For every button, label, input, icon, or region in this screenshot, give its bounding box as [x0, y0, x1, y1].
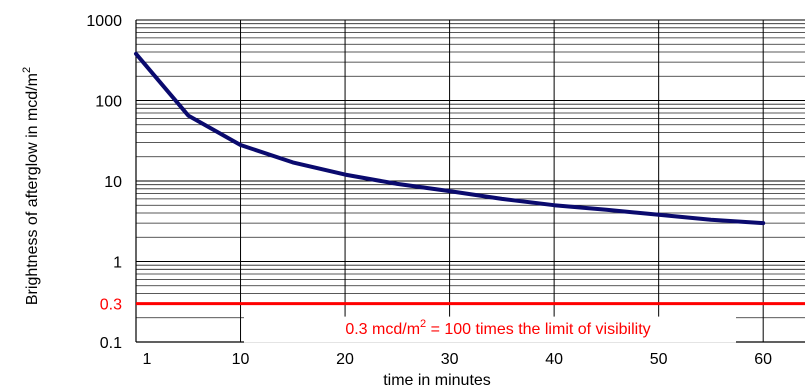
series-group — [134, 51, 766, 226]
x-tick-label: 60 — [754, 351, 772, 368]
annotation-background — [244, 316, 736, 343]
reference-line-label: 0.3 — [100, 297, 122, 314]
x-tick-label: 30 — [441, 351, 459, 368]
x-tick-label: 50 — [650, 351, 668, 368]
reference-annotation-superscript: 2 — [420, 318, 426, 330]
reference-annotation-text: 0.3 mcd/m — [345, 321, 420, 338]
y-tick-labels: 0.1 1 10 100 1000 — [86, 13, 122, 352]
y-tick-label: 100 — [95, 94, 122, 111]
x-tick-label: 10 — [232, 351, 250, 368]
series-line — [134, 51, 766, 226]
y-tick-label: 1000 — [86, 13, 122, 30]
x-tick-labels: 1 10 20 30 40 50 60 — [143, 351, 773, 368]
grid — [136, 19, 805, 343]
x-axis-title: time in minutes — [383, 372, 491, 389]
y-tick-label: 10 — [104, 174, 122, 191]
y-axis-title: Brightness of afterglow in mcd/m2 — [21, 67, 41, 305]
x-tick-label: 1 — [143, 351, 152, 368]
reference-line-group: 0.3 — [100, 297, 805, 343]
y-tick-label: 0.1 — [100, 335, 122, 352]
y-axis-title-superscript: 2 — [21, 67, 33, 73]
y-tick-label: 1 — [113, 255, 122, 272]
y-axis-title-text: Brightness of afterglow in mcd/m — [24, 73, 41, 305]
x-tick-label: 20 — [336, 351, 354, 368]
reference-annotation: 0.3 mcd/m2 = 100 times the limit of visi… — [345, 318, 650, 338]
x-tick-label: 40 — [545, 351, 563, 368]
reference-annotation-rest: = 100 times the limit of visibility — [426, 321, 651, 338]
